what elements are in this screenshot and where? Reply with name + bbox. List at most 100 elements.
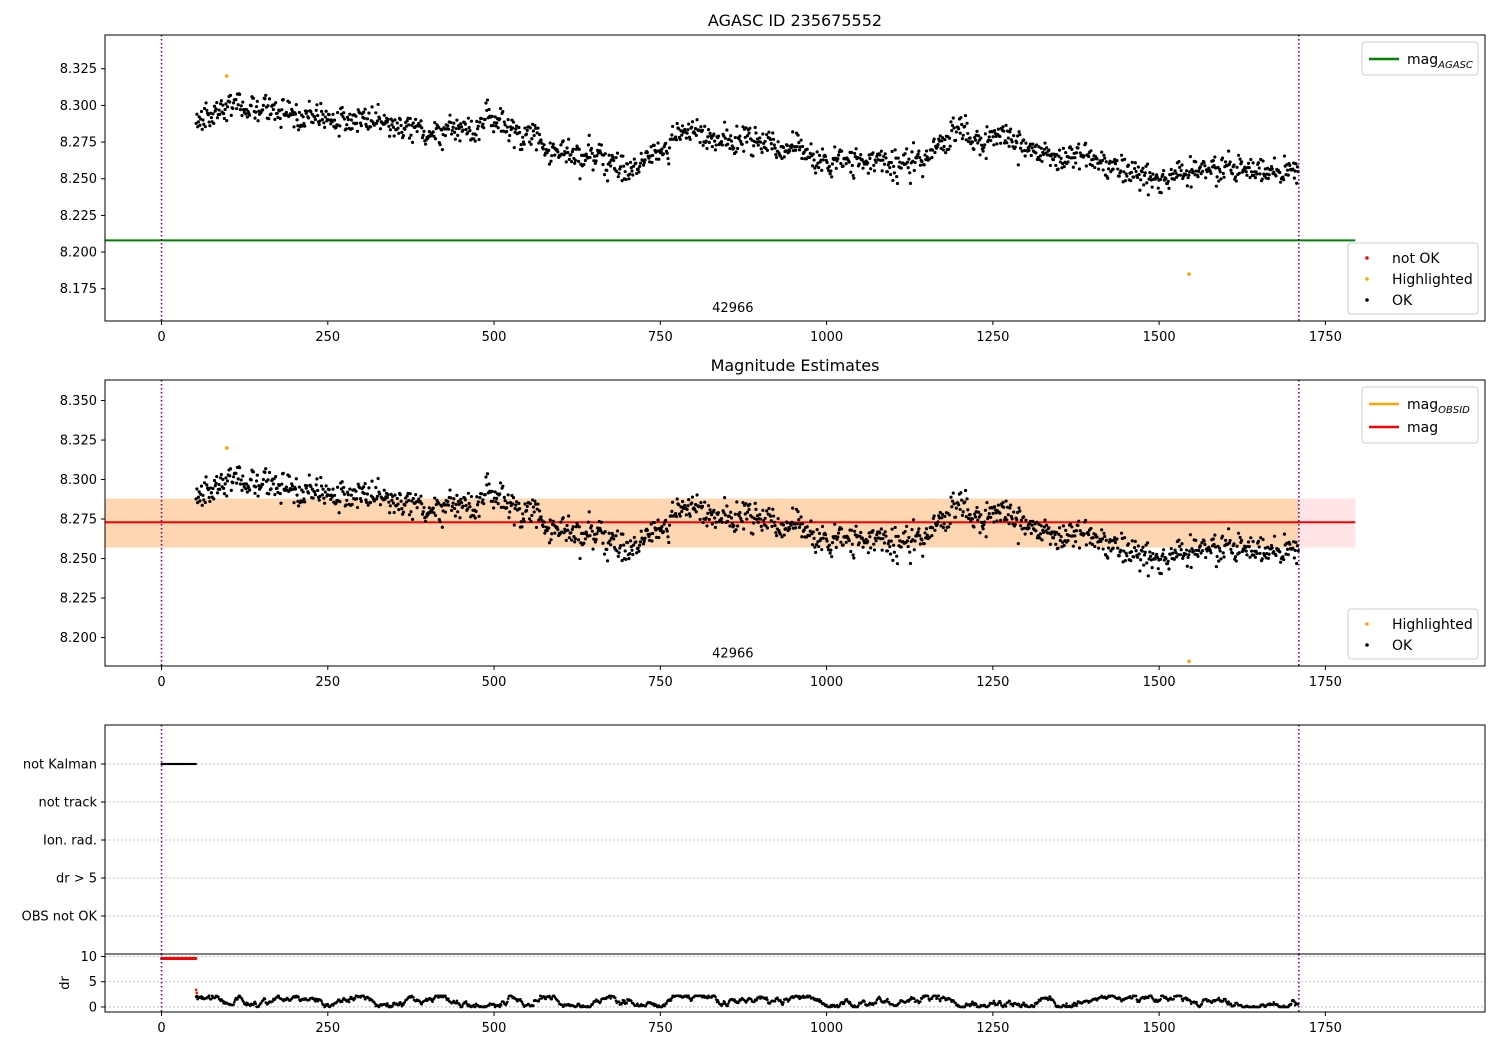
data-point [1281, 175, 1285, 179]
data-point [438, 520, 442, 524]
dr-point [194, 988, 198, 992]
data-point [411, 496, 415, 501]
data-point [1222, 555, 1226, 559]
data-point [1148, 550, 1152, 554]
data-point [338, 500, 342, 504]
data-point [202, 498, 206, 502]
data-point [1039, 524, 1043, 528]
data-point [583, 158, 588, 163]
data-point [820, 168, 824, 172]
data-point [1132, 175, 1136, 179]
data-point [481, 498, 485, 502]
dr-point [863, 1000, 866, 1003]
data-point [1054, 530, 1059, 535]
data-point [961, 133, 965, 137]
data-point [517, 125, 521, 130]
data-point [431, 506, 435, 510]
data-point [636, 546, 640, 550]
y-tick-label: 8.350 [60, 394, 97, 409]
data-point [1023, 154, 1027, 158]
legend-label-main: mag [1407, 420, 1438, 436]
data-point [888, 545, 892, 549]
data-point [576, 159, 581, 163]
data-point [654, 157, 659, 161]
data-point [635, 551, 639, 555]
data-point [853, 529, 857, 533]
data-point [957, 503, 961, 507]
data-point [649, 145, 653, 149]
data-point [947, 525, 951, 529]
data-point [794, 526, 798, 530]
data-point [551, 142, 555, 146]
data-point [614, 534, 618, 538]
data-point [244, 487, 248, 491]
data-point [395, 496, 399, 501]
data-point [587, 510, 591, 514]
data-point [1064, 528, 1068, 532]
legend-marker [1365, 277, 1369, 281]
data-point [195, 112, 199, 116]
data-point [1278, 170, 1282, 175]
data-point [643, 536, 647, 540]
data-point [231, 101, 236, 105]
data-point [578, 556, 582, 561]
data-point [873, 536, 877, 540]
data-point [710, 136, 714, 140]
data-point [315, 477, 319, 481]
data-point [559, 520, 563, 524]
data-point [814, 550, 818, 554]
data-point [569, 153, 573, 157]
data-point [1272, 156, 1277, 160]
data-point [1178, 173, 1183, 177]
data-point [620, 179, 624, 183]
data-point [525, 128, 529, 132]
data-point [423, 142, 428, 146]
data-point [1211, 159, 1215, 163]
data-point [400, 506, 404, 511]
data-point [454, 126, 458, 131]
data-point [492, 130, 496, 134]
data-point [880, 169, 884, 173]
data-point [295, 493, 299, 497]
data-point [449, 508, 454, 513]
data-point [979, 136, 983, 140]
data-point [872, 548, 877, 552]
data-point [698, 140, 702, 145]
data-point [293, 487, 298, 491]
data-point [1252, 553, 1256, 557]
data-point [382, 113, 386, 117]
data-point [1136, 175, 1140, 180]
data-point [913, 160, 917, 165]
data-point [485, 98, 490, 102]
data-point [981, 527, 985, 531]
data-point [1056, 167, 1060, 171]
data-point [1006, 136, 1010, 140]
data-point [1171, 551, 1175, 555]
data-point [1294, 162, 1298, 166]
data-point [1181, 556, 1185, 560]
data-point [976, 518, 980, 522]
dr-point [506, 1000, 509, 1004]
data-point [253, 491, 257, 495]
data-point [782, 155, 786, 159]
data-point [620, 558, 624, 563]
data-point [616, 175, 620, 179]
data-point [1251, 539, 1255, 544]
data-point [866, 539, 870, 543]
data-point [899, 166, 903, 170]
data-point [570, 527, 575, 531]
data-point [728, 146, 732, 151]
dr-point [447, 997, 450, 1001]
data-point [1191, 169, 1196, 174]
data-point [812, 536, 816, 540]
data-point [514, 127, 518, 131]
dr-point [431, 1000, 434, 1004]
dr-point [848, 1000, 852, 1004]
dr-point [210, 997, 213, 1001]
data-point [1218, 170, 1222, 174]
data-point [773, 523, 777, 528]
data-point [829, 169, 833, 173]
data-point [204, 101, 208, 105]
data-point [514, 503, 518, 507]
